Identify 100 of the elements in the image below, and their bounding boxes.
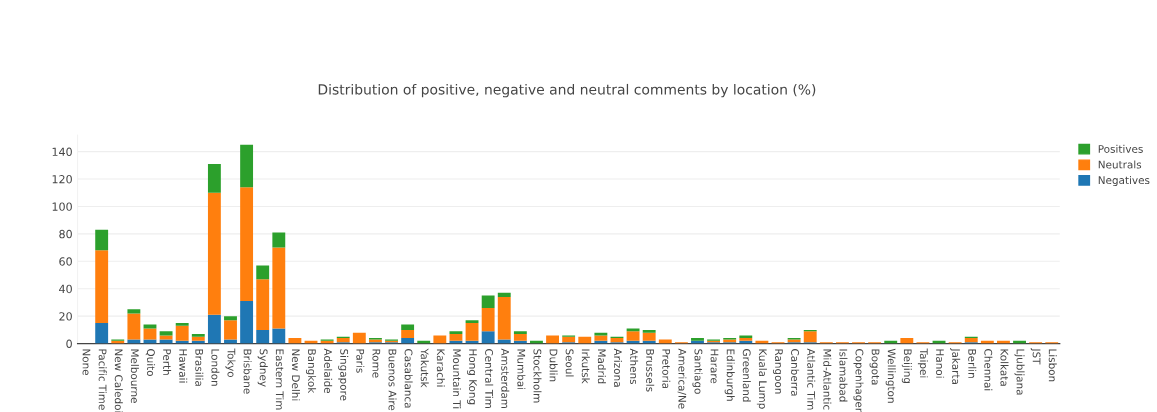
bar	[336, 338, 350, 343]
bar	[224, 320, 237, 340]
x-tick-label: Tokyo	[225, 348, 236, 378]
bar	[272, 232, 286, 248]
bar	[288, 338, 302, 344]
bar	[256, 265, 270, 280]
x-tick-label: Rangoon	[772, 349, 783, 394]
bar	[159, 335, 173, 340]
bar	[481, 307, 495, 332]
bar	[497, 292, 511, 297]
bar	[433, 335, 447, 344]
x-tick-label: Santiago	[692, 349, 703, 394]
x-tick-label: Canberra	[791, 349, 800, 396]
bar	[207, 192, 221, 315]
bar	[256, 279, 270, 330]
x-tick-label: Hanoi	[936, 349, 945, 378]
bar	[191, 334, 205, 337]
bar	[240, 301, 254, 344]
bar	[352, 332, 366, 344]
bar	[513, 331, 527, 335]
x-tick-label: Copenhager	[853, 349, 864, 412]
bar	[191, 336, 205, 341]
x-tick-label: Berlin	[968, 349, 977, 378]
bar	[465, 323, 479, 341]
x-tick-label: None	[82, 349, 91, 376]
bar	[401, 338, 415, 344]
bar	[401, 324, 415, 330]
bar	[465, 320, 479, 324]
x-tick-label: Melbourne	[130, 349, 139, 403]
x-tick-label: Brussels	[646, 349, 655, 392]
x-tick-label: Hong Kong	[467, 349, 477, 405]
x-tick-label: Greenland	[742, 349, 751, 402]
y-tick-label: 20	[59, 312, 72, 321]
bar	[95, 250, 109, 324]
x-tick-label: Quito	[145, 349, 156, 377]
y-tick-label: 100	[52, 202, 72, 211]
y-tick-label: 80	[59, 229, 72, 239]
x-tick-label: Buenos Aire	[388, 349, 397, 411]
bar	[95, 323, 109, 344]
bar	[497, 339, 511, 344]
x-tick-label: Atlantic Tim	[807, 348, 816, 410]
x-tick-label: Jakarta	[950, 347, 961, 384]
bar	[272, 328, 286, 344]
x-tick-label: Kolkata	[1000, 349, 1009, 386]
x-tick-label: Casablanca	[404, 349, 413, 408]
x-tick-label: Edinburgh	[724, 349, 735, 401]
x-tick-label: Madrid	[597, 349, 606, 384]
x-tick-label: Lisbon	[1048, 349, 1057, 382]
y-tick-label: 60	[59, 257, 72, 266]
bar	[513, 334, 527, 341]
bar	[900, 338, 914, 344]
x-tick-label: Sydney	[257, 349, 268, 387]
x-tick-label: Beijing	[901, 349, 912, 383]
x-tick-label: Adelaide	[324, 348, 333, 394]
bar	[143, 339, 157, 344]
x-tick-label: Wellington	[885, 348, 896, 403]
chart-title: Distribution of positive, negative and neutral comments by location (%)	[318, 83, 816, 98]
bar	[256, 329, 270, 344]
bar	[207, 314, 221, 344]
bar	[207, 163, 221, 193]
x-tick-label: Rome	[372, 349, 381, 378]
bar	[449, 334, 463, 341]
x-tick-label: London	[211, 349, 220, 386]
bar	[642, 329, 656, 333]
x-tick-label: Amsterdam	[501, 348, 510, 409]
x-tick-label: Mountain Ti	[452, 349, 461, 409]
x-tick-label: Hawaii	[179, 349, 188, 383]
x-tick-label: America/Ne	[677, 348, 687, 409]
x-tick-label: New Delhi	[291, 349, 300, 401]
bar	[127, 339, 141, 344]
bar	[497, 296, 511, 340]
bar	[481, 295, 495, 308]
x-tick-label: JST	[1030, 347, 1041, 365]
bar	[449, 331, 463, 335]
x-tick-label: Paris	[356, 349, 365, 373]
bar	[964, 338, 978, 343]
x-tick-label: Stockholm	[533, 349, 542, 403]
legend-label: Positives	[1098, 144, 1143, 153]
y-tick-label: 0	[66, 339, 72, 348]
x-tick-label: Mumbai	[517, 349, 526, 390]
bar	[143, 324, 157, 329]
x-tick-label: Bogota	[869, 349, 880, 385]
bar	[175, 323, 189, 326]
y-tick-label: 120	[52, 175, 72, 184]
x-tick-label: Taipei	[917, 348, 928, 378]
x-tick-label: Kuala Lump	[756, 349, 767, 409]
y-tick-label: 40	[59, 284, 72, 294]
x-tick-label: Ljubljana	[1014, 349, 1025, 395]
bar	[642, 332, 656, 341]
x-tick-label: Singapore	[338, 349, 349, 401]
x-tick-label: New Caledoi	[114, 349, 123, 412]
bar	[224, 339, 237, 344]
x-tick-label: Brisbane	[243, 349, 252, 394]
x-tick-label: Seoul	[565, 349, 574, 377]
x-tick-label: Islamabad	[839, 349, 848, 402]
bar	[95, 229, 109, 251]
x-tick-label: Central Tim	[485, 349, 494, 408]
legend-label: Neutrals	[1098, 160, 1142, 169]
x-tick-label: Pretoria	[662, 349, 671, 389]
x-tick-label: Brasilia	[195, 349, 204, 386]
